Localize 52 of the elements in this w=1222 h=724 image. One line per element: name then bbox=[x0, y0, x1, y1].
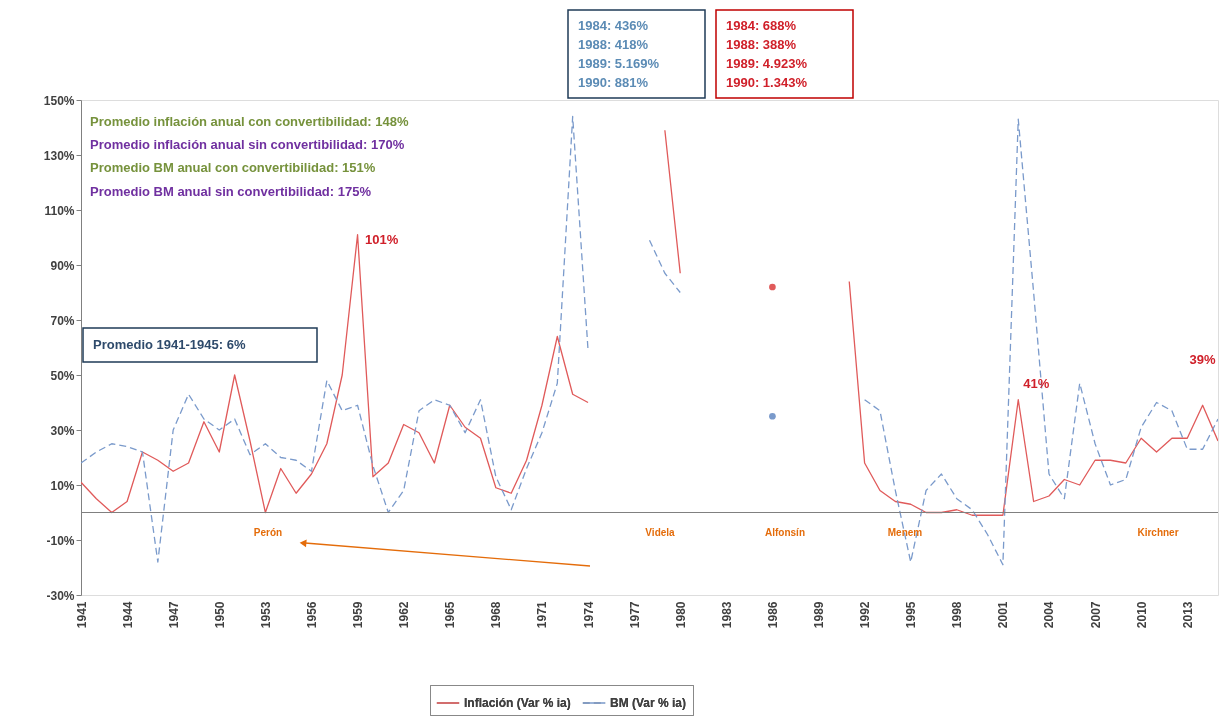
y-tick-label: -10% bbox=[46, 533, 75, 548]
annotation: Menem bbox=[887, 527, 923, 538]
annotation: Perón bbox=[253, 527, 283, 538]
y-tick-label: -30% bbox=[46, 588, 75, 603]
legend-label: BM (Var % ia) bbox=[610, 696, 687, 710]
y-tick-label: 10% bbox=[50, 478, 75, 493]
x-tick-label: 1959 bbox=[351, 601, 366, 629]
x-tick-label: 1962 bbox=[397, 601, 412, 629]
annotation: Videla bbox=[645, 527, 676, 538]
x-tick-label: 1965 bbox=[443, 601, 458, 629]
x-tick-label: 1953 bbox=[258, 601, 273, 629]
x-tick-label: 1992 bbox=[858, 601, 873, 629]
text: 1984: 436% 1988: 418% 1989: 5.169% 1990: 881% bbox=[578, 17, 660, 90]
x-tick-label: 1998 bbox=[950, 601, 965, 629]
x-tick-label: 1956 bbox=[304, 601, 319, 629]
y-tick-label: 110% bbox=[44, 203, 75, 218]
x-tick-label: 1947 bbox=[166, 601, 181, 629]
x-tick-label: 1983 bbox=[719, 601, 734, 629]
x-tick-label: 1974 bbox=[581, 601, 596, 629]
legend-label: Inflación (Var % ia) bbox=[464, 696, 571, 710]
x-tick-label: 2010 bbox=[1134, 601, 1149, 629]
annotation: Kirchner bbox=[1137, 527, 1179, 538]
x-tick-label: 1989 bbox=[812, 601, 827, 629]
annotation: Promedio inflación anual sin convertibilidad: 170% bbox=[90, 137, 405, 152]
annotation: 39% bbox=[1189, 352, 1217, 368]
annotation: 101% bbox=[364, 231, 399, 247]
x-tick-label: 1986 bbox=[765, 601, 780, 629]
x-tick-label: 1968 bbox=[489, 601, 504, 629]
annotation: Promedio 1941-1945: 6% bbox=[93, 337, 246, 352]
y-tick-label: 70% bbox=[50, 313, 75, 328]
y-tick-label: 90% bbox=[50, 258, 75, 273]
y-tick-label: 30% bbox=[50, 423, 75, 438]
x-tick-label: 2004 bbox=[1042, 601, 1057, 629]
x-tick-label: 2007 bbox=[1088, 601, 1103, 629]
annotation: Promedio BM anual con convertibilidad: 151% bbox=[90, 160, 376, 175]
x-tick-label: 1941 bbox=[74, 601, 89, 629]
annotation: Promedio BM anual sin convertibilidad: 175% bbox=[90, 184, 372, 199]
y-tick-label: 50% bbox=[50, 368, 75, 383]
text: 1984: 688% 1988: 388% 1989: 4.923% 1990: 1.343% bbox=[726, 17, 808, 90]
x-tick-label: 1944 bbox=[120, 601, 135, 629]
y-tick-label: 130% bbox=[43, 148, 75, 163]
annotation: Alfonsín bbox=[765, 527, 805, 538]
y-tick-label: 150% bbox=[43, 93, 75, 108]
x-tick-label: 1995 bbox=[904, 601, 919, 629]
x-tick-label: 2001 bbox=[996, 601, 1011, 629]
x-tick-label: 1971 bbox=[535, 601, 550, 629]
x-tick-label: 1977 bbox=[627, 601, 642, 629]
annotation: Promedio inflación anual con convertibilidad: 148% bbox=[90, 114, 409, 129]
annotation: 41% bbox=[1023, 375, 1050, 391]
x-tick-label: 1980 bbox=[673, 601, 688, 629]
x-tick-label: 1950 bbox=[212, 601, 227, 629]
x-tick-label: 2013 bbox=[1180, 601, 1195, 629]
